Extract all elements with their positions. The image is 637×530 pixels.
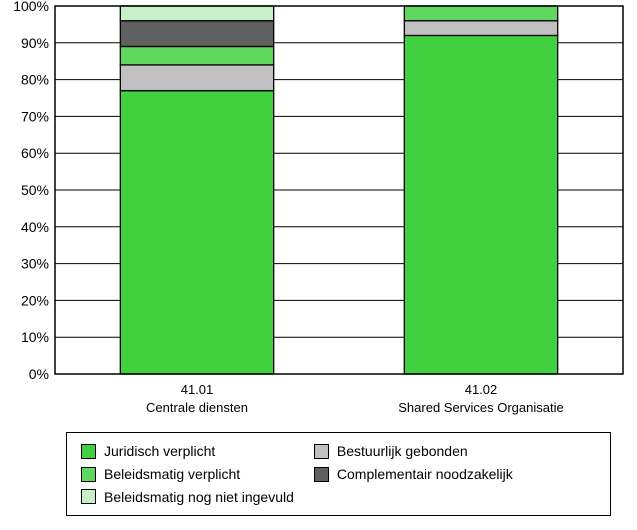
x-tick-name: Shared Services Organisatie: [398, 400, 563, 415]
legend-swatch: [81, 467, 96, 482]
legend-item: Beleidsmatig verplicht: [81, 466, 294, 483]
legend-swatch: [314, 444, 329, 459]
legend-swatch: [81, 489, 96, 504]
legend-label: Complementair noodzakelijk: [337, 466, 513, 483]
x-tick-name: Centrale diensten: [146, 400, 248, 415]
y-tick-label: 0%: [29, 366, 49, 382]
bar-segment: [120, 91, 273, 374]
legend-item: Complementair noodzakelijk: [314, 466, 513, 483]
chart-svg: 0% 10% 20% 30% 40% 50% 60% 70% 80% 90% 100% 41.01 Ce…: [0, 0, 637, 430]
bar-segment: [404, 6, 557, 21]
y-tick-label: 50%: [21, 182, 49, 198]
legend-swatch: [81, 444, 96, 459]
y-tick-label: 60%: [21, 145, 49, 161]
y-tick-label: 90%: [21, 35, 49, 51]
x-tick-code: 41.01: [181, 382, 214, 397]
y-tick-label: 40%: [21, 219, 49, 235]
x-tick-code: 41.02: [465, 382, 498, 397]
legend-item: Bestuurlijk gebonden: [314, 443, 513, 460]
bar-segment: [120, 6, 273, 21]
legend-label: Beleidsmatig nog niet ingevuld: [104, 489, 294, 506]
bar-segment: [120, 46, 273, 64]
legend-label: Bestuurlijk gebonden: [337, 443, 468, 460]
bar-segment: [120, 21, 273, 47]
y-tick-label: 70%: [21, 108, 49, 124]
bar-segment: [404, 21, 557, 36]
chart-legend: Juridisch verplicht Beleidsmatig verplich…: [66, 432, 611, 516]
legend-label: Juridisch verplicht: [104, 443, 215, 460]
bar-segment: [404, 35, 557, 374]
bar-segment: [120, 65, 273, 91]
legend-item: Juridisch verplicht: [81, 443, 294, 460]
stacked-bar-chart: 0% 10% 20% 30% 40% 50% 60% 70% 80% 90% 100% 41.01 Ce…: [0, 0, 637, 530]
y-tick-label: 10%: [21, 329, 49, 345]
y-tick-label: 30%: [21, 256, 49, 272]
legend-swatch: [314, 467, 329, 482]
y-tick-label: 80%: [21, 72, 49, 88]
y-tick-label: 20%: [21, 292, 49, 308]
legend-label: Beleidsmatig verplicht: [104, 466, 240, 483]
legend-item: Beleidsmatig nog niet ingevuld: [81, 489, 294, 506]
y-tick-label: 100%: [13, 0, 49, 14]
